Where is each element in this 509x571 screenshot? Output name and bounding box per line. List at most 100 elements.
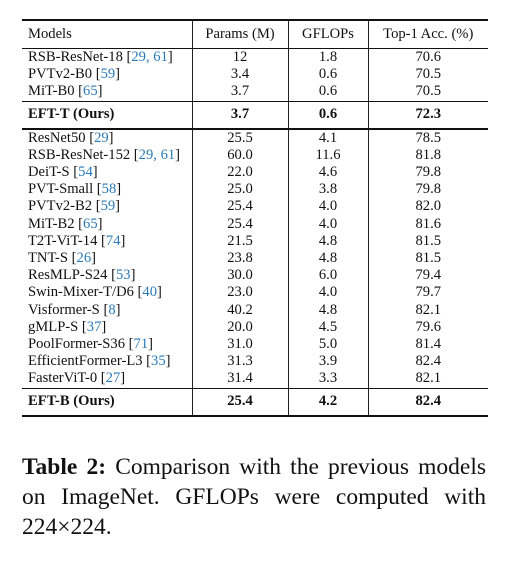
header-params: Params (M)	[191, 20, 288, 49]
model-name: Visformer-S	[28, 301, 100, 318]
table-row: PVT-Small [58] 25.0 3.8 79.8	[22, 181, 488, 199]
gflops-value: 4.8	[287, 250, 368, 268]
gflops-value: 0.6	[287, 83, 368, 102]
citation-ref: 65	[83, 215, 98, 232]
gflops-value: 4.8	[287, 232, 368, 251]
gflops-value: 3.8	[287, 181, 368, 199]
model-cell: EfficientFormer-L3 [35]	[28, 353, 171, 370]
acc-value: 82.1	[367, 370, 488, 389]
model-cell: PoolFormer-S36 [71]	[28, 336, 153, 353]
table-group-eft-t: EFT-T (Ours) 3.7 0.6 72.3	[22, 101, 488, 129]
acc-value: 81.5	[367, 250, 488, 268]
params-value: 20.0	[191, 318, 288, 337]
acc-value: 82.1	[367, 301, 488, 319]
params-value: 25.0	[191, 181, 288, 199]
params-value: 25.5	[191, 128, 288, 147]
acc-value: 70.5	[367, 66, 488, 84]
acc-value: 78.5	[367, 128, 488, 147]
params-value: 3.7	[191, 83, 288, 102]
model-name: PVT-Small	[28, 181, 94, 198]
table-row: ResMLP-S24 [53] 30.0 6.0 79.4	[22, 267, 488, 285]
table-row: PoolFormer-S36 [71] 31.0 5.0 81.4	[22, 336, 488, 354]
citation-ref: 35	[151, 353, 166, 370]
model-name: RSB-ResNet-152	[28, 146, 131, 163]
citation-ref: 74	[105, 232, 121, 249]
citation-ref: 29, 61	[131, 49, 168, 65]
params-value: 25.4	[191, 198, 288, 216]
params-value: 31.4	[191, 370, 288, 389]
citation-ref: 71	[133, 336, 149, 353]
model-name: RSB-ResNet-18	[28, 49, 123, 65]
table-row: MiT-B2 [65] 25.4 4.0 81.6	[22, 215, 488, 233]
citation-ref: 29	[94, 129, 109, 146]
acc-value: 79.8	[367, 164, 488, 182]
table-group-eft-b: EFT-B (Ours) 25.4 4.2 82.4	[22, 388, 488, 416]
citation-ref: 29, 61	[138, 146, 176, 163]
model-cell: RSB-ResNet-152 [29, 61]	[28, 146, 181, 163]
citation-ref: 27	[105, 370, 121, 387]
gflops-value: 0.6	[287, 101, 368, 129]
model-name: EfficientFormer-L3	[28, 353, 143, 370]
table-row-eft-t: EFT-T (Ours) 3.7 0.6 72.3	[22, 101, 488, 129]
header-models: Models	[28, 25, 72, 42]
model-name: Swin-Mixer-T/D6	[28, 284, 134, 301]
gflops-value: 4.0	[287, 198, 368, 216]
citation-ref: 8	[108, 301, 116, 318]
model-name: DeiT-S	[28, 164, 70, 181]
gflops-value: 11.6	[287, 146, 368, 165]
table-row: Swin-Mixer-T/D6 [40] 23.0 4.0 79.7	[22, 284, 488, 302]
model-cell: DeiT-S [54]	[28, 164, 98, 181]
table-row: ResNet50 [29] 25.5 4.1 78.5	[22, 128, 488, 147]
table-row: MiT-B0 [65] 3.7 0.6 70.5	[22, 83, 488, 102]
model-name: PVTv2-B2	[28, 198, 93, 215]
model-name: MiT-B0	[28, 83, 75, 100]
acc-value: 81.5	[367, 232, 488, 251]
gflops-value: 3.9	[287, 353, 368, 371]
model-name: TNT-S	[28, 250, 69, 267]
params-value: 60.0	[191, 146, 288, 165]
table-row: RSB-ResNet-152 [29, 61] 60.0 11.6 81.8	[22, 146, 488, 165]
model-cell: gMLP-S [37]	[28, 318, 107, 335]
model-name: MiT-B2	[28, 215, 75, 232]
table-caption: Table 2: Comparison with the previous mo…	[22, 452, 486, 542]
gflops-value: 4.2	[287, 388, 368, 416]
acc-value: 81.6	[367, 215, 488, 233]
gflops-value: 3.3	[287, 370, 368, 389]
table-row-eft-b: EFT-B (Ours) 25.4 4.2 82.4	[22, 388, 488, 416]
acc-value: 82.4	[367, 353, 488, 371]
table-group-base-models: ResNet50 [29] 25.5 4.1 78.5 RSB-ResNet-152 […	[22, 128, 488, 389]
table-row: EfficientFormer-L3 [35] 31.3 3.9 82.4	[22, 353, 488, 371]
model-name: gMLP-S	[28, 318, 79, 335]
table-row: gMLP-S [37] 20.0 4.5 79.6	[22, 318, 488, 337]
gflops-value: 4.0	[287, 284, 368, 302]
model-cell: PVTv2-B0 [59]	[28, 66, 121, 83]
acc-value: 82.0	[367, 198, 488, 216]
gflops-value: 0.6	[287, 66, 368, 84]
model-name: ResMLP-S24	[28, 267, 108, 284]
params-value: 23.0	[191, 284, 288, 302]
acc-value: 79.8	[367, 181, 488, 199]
model-name: PoolFormer-S36	[28, 336, 126, 353]
params-value: 23.8	[191, 250, 288, 268]
params-value: 31.3	[191, 353, 288, 371]
citation-ref: 37	[86, 318, 102, 335]
caption-text: Comparison with the previous models on I…	[22, 454, 486, 540]
model-name: PVTv2-B0	[28, 66, 93, 83]
table-row: Visformer-S [8] 40.2 4.8 82.1	[22, 301, 488, 319]
acc-value: 82.4	[367, 388, 488, 416]
acc-value: 81.4	[367, 336, 488, 354]
acc-value: 70.6	[367, 48, 488, 67]
model-cell: PVT-Small [58]	[28, 181, 122, 198]
header-top1-acc: Top-1 Acc. (%)	[367, 20, 488, 49]
model-cell: PVTv2-B2 [59]	[28, 198, 121, 215]
params-value: 12	[191, 48, 288, 67]
table-row: FasterViT-0 [27] 31.4 3.3 82.1	[22, 370, 488, 389]
table-row: PVTv2-B2 [59] 25.4 4.0 82.0	[22, 198, 488, 216]
caption-label: Table 2:	[22, 454, 107, 480]
acc-value: 70.5	[367, 83, 488, 102]
model-cell: Visformer-S [8]	[28, 301, 121, 318]
comparison-table: Models Params (M) GFLOPs Top-1 Acc. (%) …	[22, 19, 488, 417]
params-value: 3.4	[191, 66, 288, 84]
acc-value: 72.3	[367, 101, 488, 129]
model-cell: T2T-ViT-14 [74]	[28, 232, 126, 249]
